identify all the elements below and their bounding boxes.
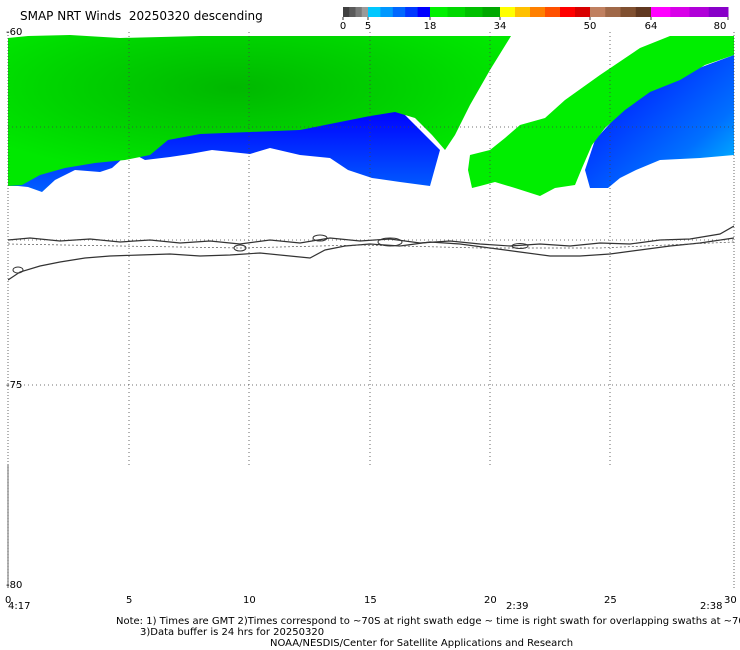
colorbar-swatch [368, 7, 381, 17]
colorbar-tick-label: 34 [493, 21, 507, 32]
swath-time-label: 2:39 [506, 601, 529, 612]
colorbar-swatch [349, 7, 356, 17]
colorbar-swatch [545, 7, 561, 17]
right-swath-low-wind [585, 55, 734, 188]
lon-label: 10 [243, 595, 256, 606]
colorbar-swatch [447, 7, 466, 17]
colorbar-swatch [575, 7, 591, 17]
coastline-hatch [8, 241, 734, 249]
coastline [8, 225, 734, 247]
colorbar-tick-label: 18 [423, 21, 437, 32]
wind-speed-colorbar [342, 7, 729, 20]
colorbar-swatch [605, 7, 621, 17]
colorbar-swatch [670, 7, 690, 17]
swath-time-label: 4:17 [8, 601, 31, 612]
island-outline [233, 244, 247, 252]
lat-label: -80 [6, 580, 23, 591]
map-title: SMAP NRT Winds 20250320 descending [20, 9, 263, 23]
lon-label: 30 [724, 595, 737, 606]
colorbar-swatch [465, 7, 483, 17]
colorbar-swatch [355, 7, 363, 17]
swath-time-label: 2:38 [700, 601, 723, 612]
lat-label: -75 [6, 380, 23, 391]
colorbar-swatch [405, 7, 419, 17]
colorbar-swatch [515, 7, 531, 17]
colorbar-swatch [590, 7, 606, 17]
left-swath-low-wind [8, 110, 440, 192]
lon-label: 0 [5, 595, 12, 606]
map-grid [8, 32, 734, 465]
colorbar-tick-label: 5 [364, 21, 372, 32]
lon-label: 5 [126, 595, 133, 606]
left-swath-high-wind [8, 35, 511, 186]
colorbar-swatch [708, 7, 729, 17]
colorbar-tick-label: 80 [713, 21, 727, 32]
colorbar-swatch [482, 7, 501, 17]
lon-label: 25 [604, 595, 617, 606]
footer-credit: NOAA/NESDIS/Center for Satellite Applica… [270, 638, 574, 649]
colorbar-swatch [392, 7, 406, 17]
colorbar-swatch [430, 7, 448, 17]
island-outline [312, 234, 328, 242]
colorbar-swatch [651, 7, 671, 17]
island-outline [511, 243, 529, 249]
colorbar-tick-label: 0 [339, 21, 347, 32]
lon-label: 15 [364, 595, 377, 606]
lat-label: -60 [6, 27, 23, 38]
coastline-inner [8, 237, 734, 281]
colorbar-swatch [361, 7, 369, 17]
island-outline [377, 237, 403, 247]
island-outline [12, 266, 24, 274]
colorbar-swatch [500, 7, 516, 17]
lon-label: 20 [484, 595, 497, 606]
colorbar-swatch [689, 7, 710, 17]
colorbar-swatch [380, 7, 394, 17]
colorbar-swatch [635, 7, 652, 17]
map-frame [7, 32, 735, 588]
colorbar-swatch [530, 7, 546, 17]
footer-note: 3)Data buffer is 24 hrs for 20250320 [140, 627, 325, 638]
colorbar-tick-label: 64 [644, 21, 658, 32]
colorbar-swatch [560, 7, 576, 17]
right-swath-high-wind [468, 36, 734, 196]
colorbar-swatch [417, 7, 431, 17]
footer-note: Note: 1) Times are GMT 2)Times correspon… [116, 616, 740, 627]
colorbar-tick-label: 50 [583, 21, 597, 32]
colorbar-swatch [343, 7, 350, 17]
colorbar-swatch [620, 7, 637, 17]
